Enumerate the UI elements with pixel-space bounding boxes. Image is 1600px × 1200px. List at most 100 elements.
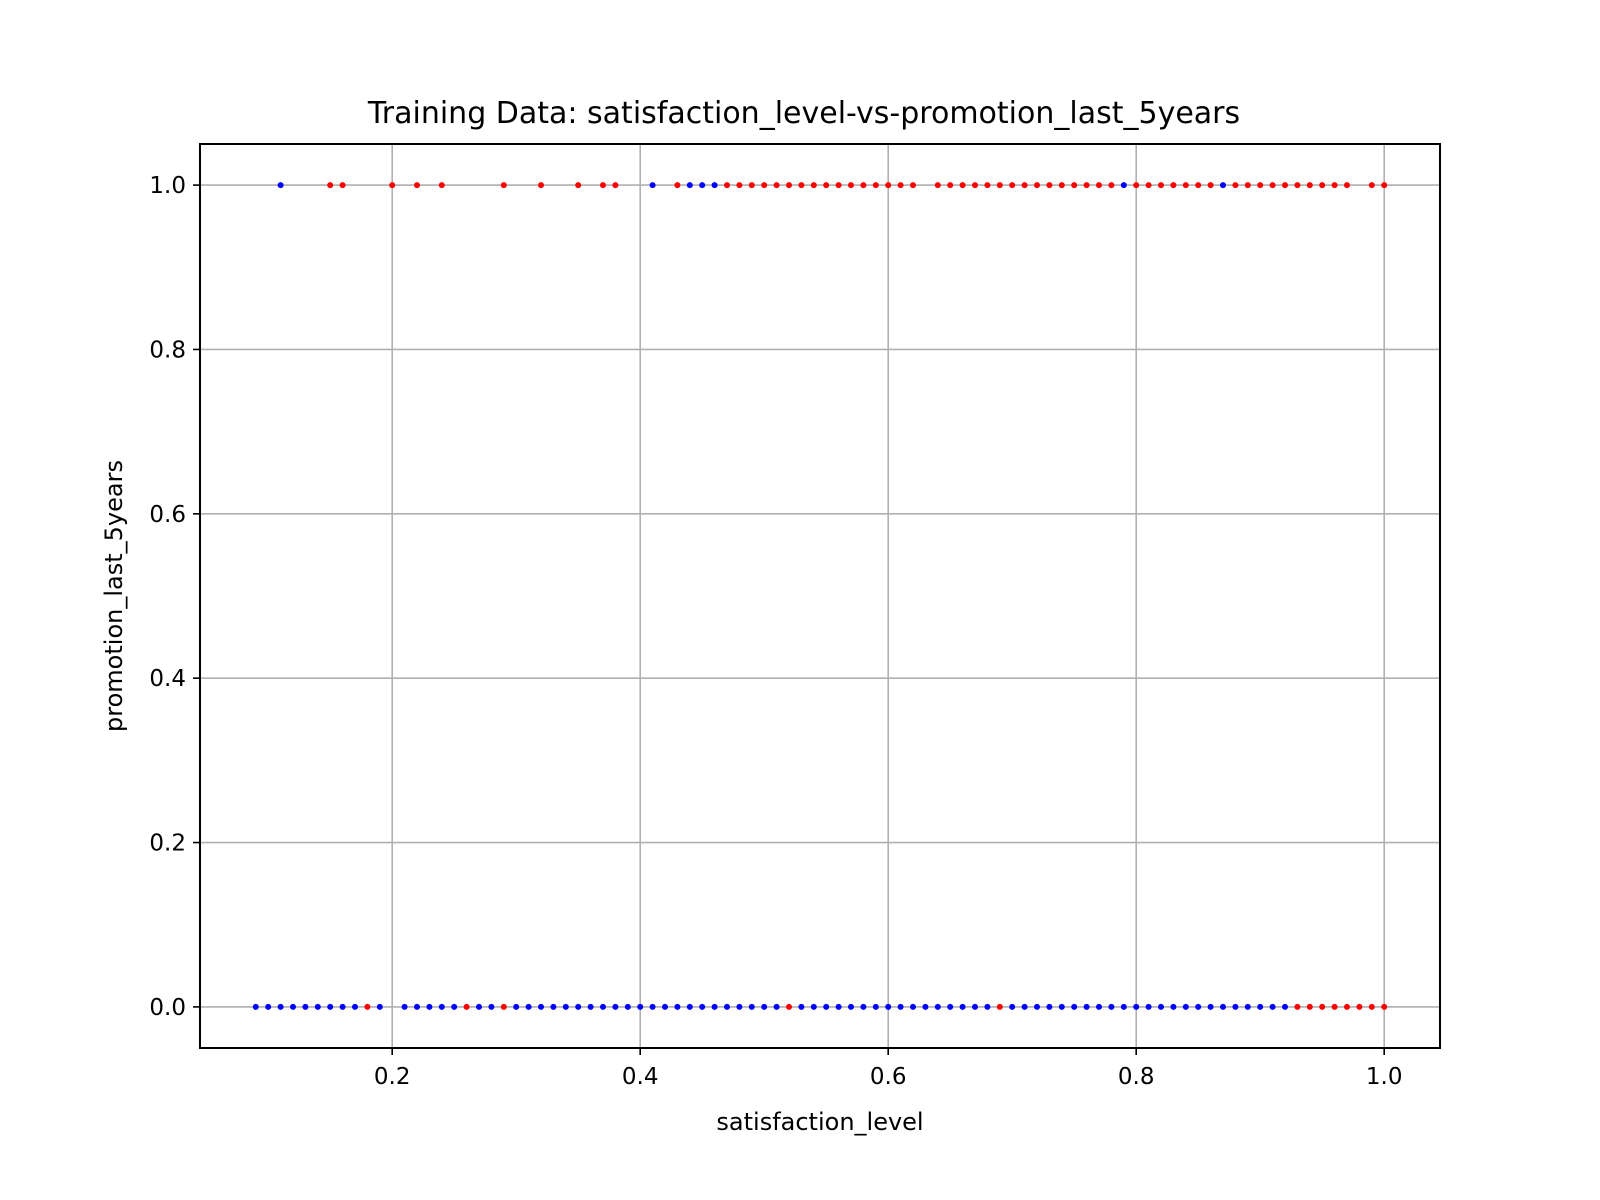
scatter-point bbox=[1133, 1003, 1140, 1010]
scatter-point bbox=[500, 1003, 507, 1010]
scatter-point bbox=[823, 182, 830, 189]
scatter-point bbox=[1207, 1003, 1214, 1010]
scatter-point bbox=[339, 182, 346, 189]
scatter-point bbox=[1145, 182, 1152, 189]
scatter-point bbox=[1071, 1003, 1078, 1010]
scatter-point bbox=[1170, 182, 1177, 189]
scatter-point bbox=[860, 1003, 867, 1010]
scatter-point bbox=[562, 1003, 569, 1010]
scatter-point bbox=[699, 182, 706, 189]
scatter-point bbox=[1294, 182, 1301, 189]
scatter-point bbox=[1294, 1003, 1301, 1010]
x-tick-label: 0.8 bbox=[1118, 1064, 1155, 1090]
x-tick-label: 0.6 bbox=[870, 1064, 907, 1090]
scatter-point bbox=[848, 1003, 854, 1010]
y-tick-label: 1.0 bbox=[149, 173, 186, 199]
scatter-point bbox=[637, 1003, 644, 1010]
scatter-point bbox=[1158, 1003, 1164, 1010]
chart-title: Training Data: satisfaction_level-vs-pro… bbox=[367, 96, 1240, 131]
scatter-point bbox=[674, 1003, 681, 1010]
scatter-point bbox=[488, 1003, 495, 1010]
scatter-point bbox=[1331, 1003, 1338, 1010]
scatter-point bbox=[463, 1003, 470, 1010]
scatter-point bbox=[761, 1003, 768, 1010]
scatter-point bbox=[290, 1003, 296, 1010]
scatter-point bbox=[1034, 182, 1040, 189]
data-points bbox=[252, 182, 1388, 1010]
scatter-point bbox=[1071, 182, 1078, 189]
scatter-point bbox=[910, 1003, 916, 1010]
y-tick-label: 0.4 bbox=[149, 666, 186, 692]
scatter-point bbox=[699, 1003, 706, 1010]
scatter-point bbox=[1257, 1003, 1264, 1010]
scatter-point bbox=[1182, 1003, 1189, 1010]
scatter-point bbox=[649, 1003, 656, 1010]
scatter-point bbox=[996, 182, 1003, 189]
scatter-point bbox=[1232, 182, 1239, 189]
scatter-point bbox=[972, 1003, 978, 1010]
scatter-point bbox=[389, 182, 396, 189]
scatter-point bbox=[1046, 1003, 1053, 1010]
scatter-point bbox=[1058, 1003, 1065, 1010]
scatter-point bbox=[1108, 1003, 1115, 1010]
scatter-point bbox=[1083, 182, 1090, 189]
scatter-point bbox=[761, 182, 768, 189]
scatter-point bbox=[1269, 182, 1276, 189]
scatter-point bbox=[1096, 1003, 1102, 1010]
scatter-point bbox=[686, 1003, 693, 1010]
scatter-point bbox=[550, 1003, 557, 1010]
scatter-point bbox=[277, 182, 284, 189]
scatter-point bbox=[327, 1003, 334, 1010]
scatter-point bbox=[773, 182, 780, 189]
scatter-point bbox=[711, 182, 718, 189]
scatter-point bbox=[872, 1003, 879, 1010]
scatter-point bbox=[612, 182, 619, 189]
scatter-point bbox=[1282, 182, 1288, 189]
scatter-point bbox=[934, 182, 941, 189]
scatter-point bbox=[1145, 1003, 1152, 1010]
scatter-point bbox=[339, 1003, 346, 1010]
scatter-point bbox=[1306, 182, 1313, 189]
scatter-point bbox=[538, 182, 544, 189]
x-tick-label: 0.4 bbox=[622, 1064, 659, 1090]
scatter-point bbox=[860, 182, 867, 189]
scatter-point bbox=[1306, 1003, 1313, 1010]
scatter-point bbox=[1319, 1003, 1326, 1010]
scatter-point bbox=[1381, 1003, 1388, 1010]
scatter-point bbox=[984, 182, 991, 189]
scatter-point bbox=[959, 182, 966, 189]
scatter-point bbox=[538, 1003, 544, 1010]
scatter-point bbox=[736, 182, 743, 189]
scatter-point bbox=[848, 182, 854, 189]
scatter-point bbox=[364, 1003, 371, 1010]
scatter-point bbox=[1244, 1003, 1251, 1010]
y-axis-label: promotion_last_5years bbox=[100, 460, 128, 732]
scatter-point bbox=[1207, 182, 1214, 189]
scatter-point bbox=[1232, 1003, 1239, 1010]
scatter-point bbox=[1257, 182, 1264, 189]
scatter-point bbox=[972, 182, 978, 189]
scatter-point bbox=[1368, 1003, 1375, 1010]
scatter-point bbox=[1381, 182, 1388, 189]
scatter-point bbox=[587, 1003, 594, 1010]
y-tick-label: 0.0 bbox=[149, 995, 186, 1021]
scatter-point bbox=[1344, 182, 1350, 189]
scatter-point bbox=[1182, 182, 1189, 189]
scatter-point bbox=[265, 1003, 272, 1010]
scatter-point bbox=[810, 182, 817, 189]
scatter-point bbox=[1083, 1003, 1090, 1010]
scatter-point bbox=[947, 182, 954, 189]
scatter-point bbox=[897, 1003, 904, 1010]
scatter-point bbox=[302, 1003, 309, 1010]
scatter-point bbox=[835, 1003, 842, 1010]
scatter-point bbox=[786, 182, 792, 189]
scatter-point bbox=[674, 182, 681, 189]
scatter-point bbox=[724, 182, 730, 189]
scatter-point bbox=[872, 182, 879, 189]
scatter-point bbox=[1021, 182, 1028, 189]
scatter-point bbox=[426, 1003, 433, 1010]
scatter-point bbox=[414, 1003, 420, 1010]
scatter-point bbox=[1021, 1003, 1028, 1010]
scatter-point bbox=[1220, 182, 1226, 189]
